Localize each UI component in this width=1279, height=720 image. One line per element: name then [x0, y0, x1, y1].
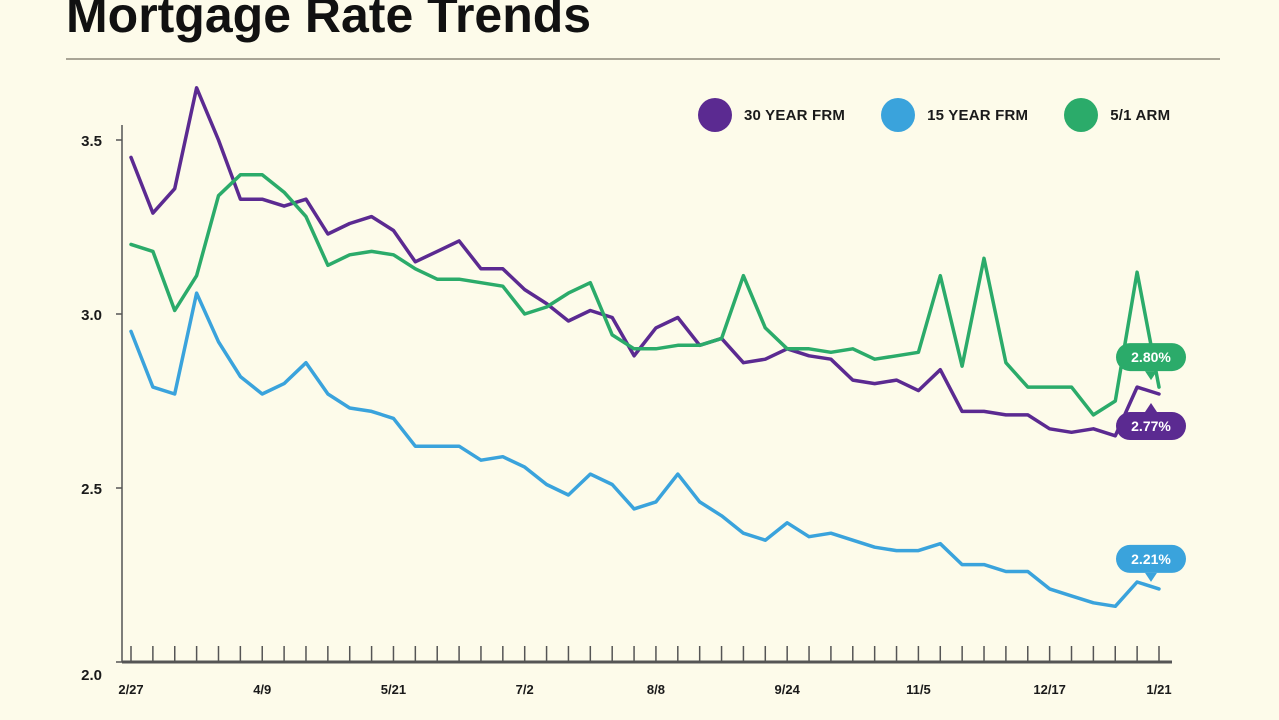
y-tick-label: 2.5 [81, 481, 102, 498]
y-tick-label: 3.0 [81, 307, 102, 324]
series-line-frm30 [129, 86, 1161, 438]
legend-label-5-1-arm: 5/1 ARM [1110, 106, 1171, 124]
x-tick-label: 11/5 [906, 682, 931, 697]
x-tick-label: 9/24 [775, 682, 801, 697]
legend-label-15-year-frm: 15 YEAR FRM [927, 106, 1029, 124]
callout-arm51 [1116, 343, 1186, 372]
y-tick-label: 2.0 [81, 667, 102, 684]
x-tick-label: 7/2 [516, 682, 534, 697]
legend-swatch-30-year-frm [698, 98, 732, 132]
x-tick-label: 4/9 [253, 682, 271, 697]
callout-pointer-arm51 [1145, 371, 1157, 381]
title-divider [66, 58, 1220, 60]
chart-title: Mortgage Rate Trends [66, 0, 592, 43]
legend-item-15-year-frm: 15 YEAR FRM [881, 98, 1028, 132]
x-tick-label: 1/21 [1146, 682, 1171, 697]
x-tick-label: 2/27 [118, 682, 143, 697]
callout-pointer-frm15 [1145, 572, 1157, 582]
legend-label-30-year-frm: 30 YEAR FRM [744, 106, 846, 124]
x-tick-label: 12/17 [1033, 682, 1066, 697]
chart-legend: 30 YEAR FRM 15 YEAR FRM 5/1 ARM [698, 98, 1206, 132]
legend-swatch-15-year-frm [881, 98, 916, 132]
series-line-arm51 [129, 173, 1161, 417]
callout-frm15 [1116, 544, 1186, 573]
callout-label-frm30: 2.77% [1131, 418, 1171, 434]
callout-label-frm15: 2.21% [1131, 551, 1171, 567]
legend-swatch-5-1-arm [1064, 98, 1099, 132]
x-tick-label: 8/8 [647, 682, 665, 697]
callout-pointer-frm30 [1145, 403, 1157, 413]
x-tick-label: 5/21 [381, 682, 406, 697]
legend-item-5-1-arm: 5/1 ARM [1064, 98, 1170, 132]
callout-label-arm51: 2.80% [1131, 349, 1171, 365]
series-line-frm15 [129, 291, 1161, 609]
y-tick-label: 3.5 [81, 133, 102, 150]
callout-frm30 [1116, 412, 1186, 441]
legend-item-30-year-frm: 30 YEAR FRM [698, 98, 845, 132]
